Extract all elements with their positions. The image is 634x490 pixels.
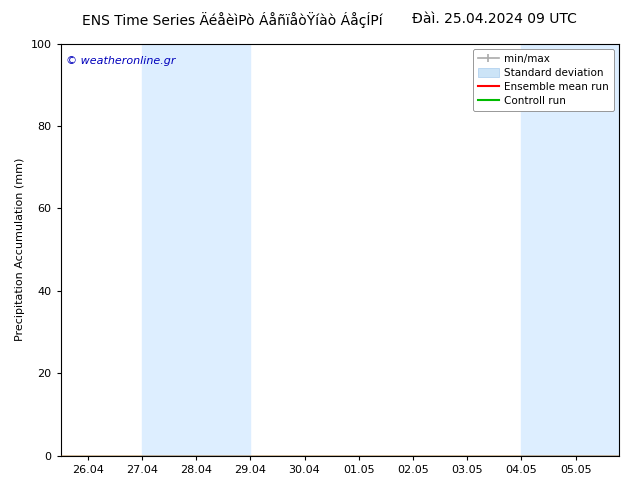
Bar <box>521 44 619 456</box>
Legend: min/max, Standard deviation, Ensemble mean run, Controll run: min/max, Standard deviation, Ensemble me… <box>472 49 614 111</box>
Y-axis label: Precipitation Accumulation (mm): Precipitation Accumulation (mm) <box>15 158 25 342</box>
Text: Đàì. 25.04.2024 09 UTC: Đàì. 25.04.2024 09 UTC <box>412 12 577 26</box>
Text: © weatheronline.gr: © weatheronline.gr <box>66 56 176 66</box>
Text: ENS Time Series ÄéåèìPò ÁåñïåòŸíàò ÁåçÍPí: ENS Time Series ÄéåèìPò ÁåñïåòŸíàò ÁåçÍP… <box>82 12 383 28</box>
Bar <box>142 44 250 456</box>
